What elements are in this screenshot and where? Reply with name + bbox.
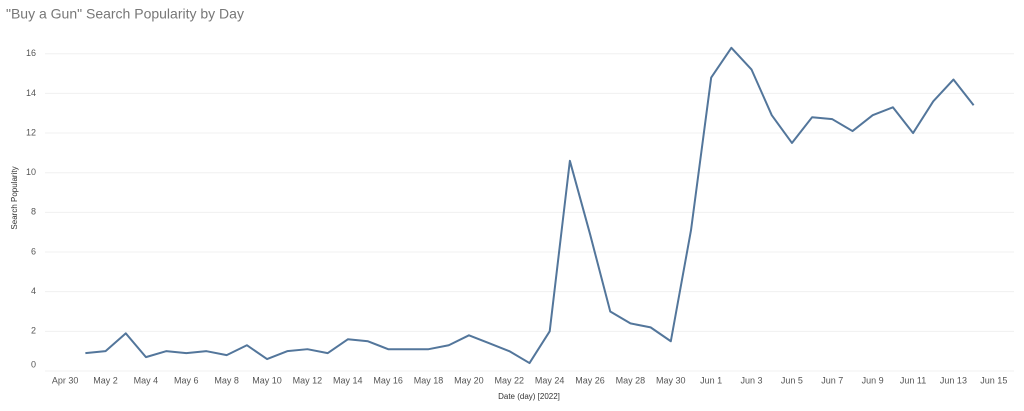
x-tick-label: Jun 9 [862, 375, 884, 385]
x-tick-label: Jun 13 [940, 375, 967, 385]
x-tick-label: May 4 [134, 375, 159, 385]
y-axis-title: Search Popularity [10, 166, 19, 229]
x-tick-label: Jun 5 [781, 375, 803, 385]
y-tick-label: 6 [31, 246, 36, 256]
x-tick-label: May 6 [174, 375, 199, 385]
x-tick-label: May 10 [252, 375, 282, 385]
x-tick-label: Jun 3 [741, 375, 763, 385]
x-tick-label: May 16 [373, 375, 403, 385]
y-tick-label: 2 [31, 326, 36, 336]
x-tick-label: Jun 1 [700, 375, 722, 385]
line [85, 46, 975, 365]
x-tick-label: May 12 [293, 375, 323, 385]
chart-title: "Buy a Gun" Search Popularity by Day [6, 6, 244, 22]
x-tick-label: Jun 11 [900, 375, 926, 385]
y-tick-label: 12 [26, 127, 36, 137]
x-tick-label: May 28 [616, 375, 646, 385]
y-tick-label: 8 [31, 207, 36, 217]
y-tick-label: 16 [26, 48, 36, 58]
y-tick-label: 10 [26, 167, 36, 177]
y-tick-label: 14 [26, 88, 36, 98]
y-tick-label: 0 [31, 359, 36, 369]
x-tick-label: May 26 [575, 375, 605, 385]
y-tick-label: 4 [31, 286, 36, 296]
x-tick-label: Jun 7 [821, 375, 843, 385]
x-tick-label: Apr 30 [52, 375, 79, 385]
x-tick-label: May 24 [535, 375, 565, 385]
x-tick-label: May 14 [333, 375, 363, 385]
x-tick-label: May 30 [656, 375, 686, 385]
x-tick-label: Jun 15 [980, 375, 1007, 385]
x-tick-label: May 8 [214, 375, 239, 385]
x-tick-label: May 22 [495, 375, 525, 385]
x-tick-label: May 18 [414, 375, 444, 385]
x-axis-title: Date (day) [2022] [498, 392, 560, 401]
x-tick-label: May 20 [454, 375, 484, 385]
x-tick-label: May 2 [93, 375, 118, 385]
